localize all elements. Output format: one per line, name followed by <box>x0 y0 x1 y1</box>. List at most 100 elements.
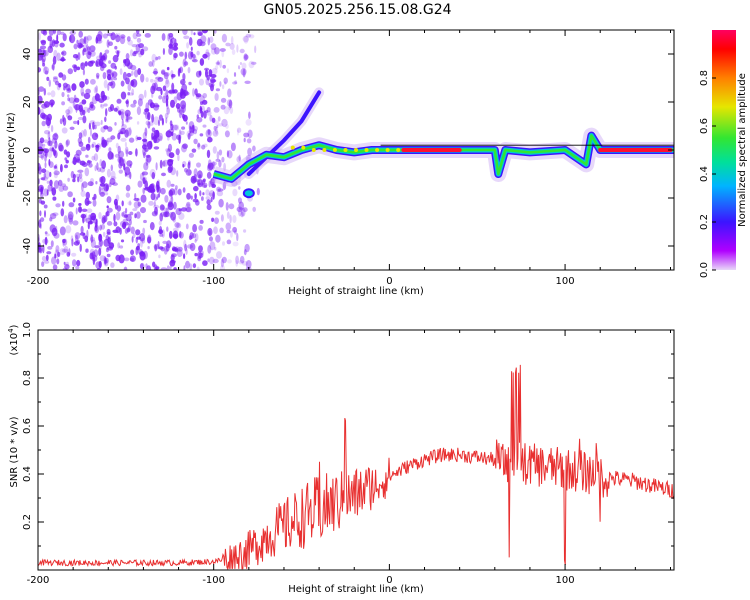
noise-speckle <box>125 184 131 192</box>
noise-speckle <box>63 149 68 155</box>
noise-speckle <box>190 46 193 51</box>
noise-speckle <box>216 251 222 259</box>
noise-speckle <box>51 147 55 152</box>
noise-speckle <box>102 52 108 61</box>
noise-speckle <box>161 95 167 104</box>
noise-speckle <box>153 137 160 144</box>
noise-speckle <box>84 213 88 222</box>
noise-speckle <box>91 251 96 260</box>
noise-speckle <box>61 183 66 187</box>
noise-speckle <box>166 179 172 188</box>
noise-speckle <box>206 171 212 179</box>
noise-speckle <box>136 121 140 125</box>
noise-speckle <box>67 115 73 121</box>
noise-speckle <box>38 106 41 115</box>
noise-speckle <box>197 31 203 36</box>
noise-speckle <box>61 101 65 106</box>
noise-speckle <box>50 240 54 248</box>
noise-speckle <box>214 210 220 215</box>
noise-speckle <box>52 212 59 216</box>
noise-speckle <box>57 251 61 258</box>
y-tick-label: 0.2 <box>22 514 33 530</box>
noise-speckle <box>209 114 213 122</box>
noise-speckle <box>96 39 103 44</box>
noise-speckle <box>179 51 184 57</box>
noise-speckle <box>207 37 211 46</box>
noise-speckle <box>199 190 202 197</box>
noise-speckle <box>80 130 85 138</box>
noise-speckle <box>242 207 248 213</box>
noise-speckle <box>106 205 109 209</box>
noise-speckle <box>115 226 121 234</box>
noise-speckle <box>176 222 182 229</box>
noise-speckle <box>241 62 247 70</box>
noise-speckle <box>72 178 76 183</box>
noise-speckle <box>68 202 75 208</box>
track-dot <box>375 148 380 152</box>
noise-speckle <box>74 234 78 243</box>
noise-speckle <box>95 181 98 185</box>
noise-speckle <box>67 211 74 220</box>
x-tick-label: -200 <box>27 276 50 287</box>
noise-speckle <box>43 148 49 154</box>
noise-speckle <box>245 119 252 126</box>
noise-speckle <box>181 126 186 130</box>
noise-speckle <box>102 33 108 39</box>
noise-speckle <box>161 117 164 126</box>
noise-speckle <box>157 77 164 82</box>
noise-speckle <box>232 188 238 197</box>
x-tick-label: 100 <box>556 575 575 586</box>
noise-speckle <box>65 159 69 164</box>
noise-speckle <box>46 180 50 184</box>
noise-speckle <box>90 78 96 85</box>
noise-speckle <box>202 260 208 266</box>
noise-speckle <box>169 230 173 239</box>
noise-speckle <box>141 171 145 177</box>
noise-speckle <box>120 220 127 228</box>
noise-speckle <box>237 129 239 136</box>
noise-speckle <box>76 39 79 45</box>
noise-speckle <box>250 61 257 65</box>
noise-speckle <box>105 184 109 192</box>
noise-speckle <box>117 33 121 38</box>
noise-speckle <box>147 236 152 244</box>
noise-speckle <box>127 91 131 96</box>
noise-speckle <box>165 89 169 98</box>
noise-speckle <box>187 132 191 140</box>
noise-speckle <box>155 56 159 61</box>
noise-speckle <box>170 183 175 187</box>
noise-speckle <box>229 230 233 238</box>
noise-speckle <box>165 117 168 124</box>
noise-speckle <box>98 247 102 256</box>
noise-speckle <box>139 233 146 242</box>
noise-speckle <box>135 135 139 142</box>
noise-speckle <box>121 200 124 207</box>
track-dot <box>385 148 390 152</box>
noise-speckle <box>81 208 88 212</box>
noise-speckle <box>93 153 99 162</box>
noise-speckle <box>85 191 91 200</box>
colorbar-tick-label: 0.4 <box>699 166 710 182</box>
noise-speckle <box>124 141 127 148</box>
noise-speckle <box>153 201 156 207</box>
noise-speckle <box>79 38 85 45</box>
noise-speckle <box>96 37 102 44</box>
noise-speckle <box>235 255 240 265</box>
noise-speckle <box>169 265 172 270</box>
noise-speckle <box>205 189 210 196</box>
noise-speckle <box>196 266 200 270</box>
noise-speckle <box>252 145 256 152</box>
noise-speckle <box>219 48 226 52</box>
noise-speckle <box>212 191 215 200</box>
noise-speckle <box>183 61 189 66</box>
noise-speckle <box>79 160 86 166</box>
noise-speckle <box>126 113 129 123</box>
noise-speckle <box>130 103 136 108</box>
noise-speckle <box>196 50 200 56</box>
noise-speckle <box>171 253 177 258</box>
noise-speckle <box>91 132 99 141</box>
noise-speckle <box>48 79 51 87</box>
noise-speckle <box>243 35 249 44</box>
noise-speckle <box>111 73 115 77</box>
noise-speckle <box>47 131 51 141</box>
